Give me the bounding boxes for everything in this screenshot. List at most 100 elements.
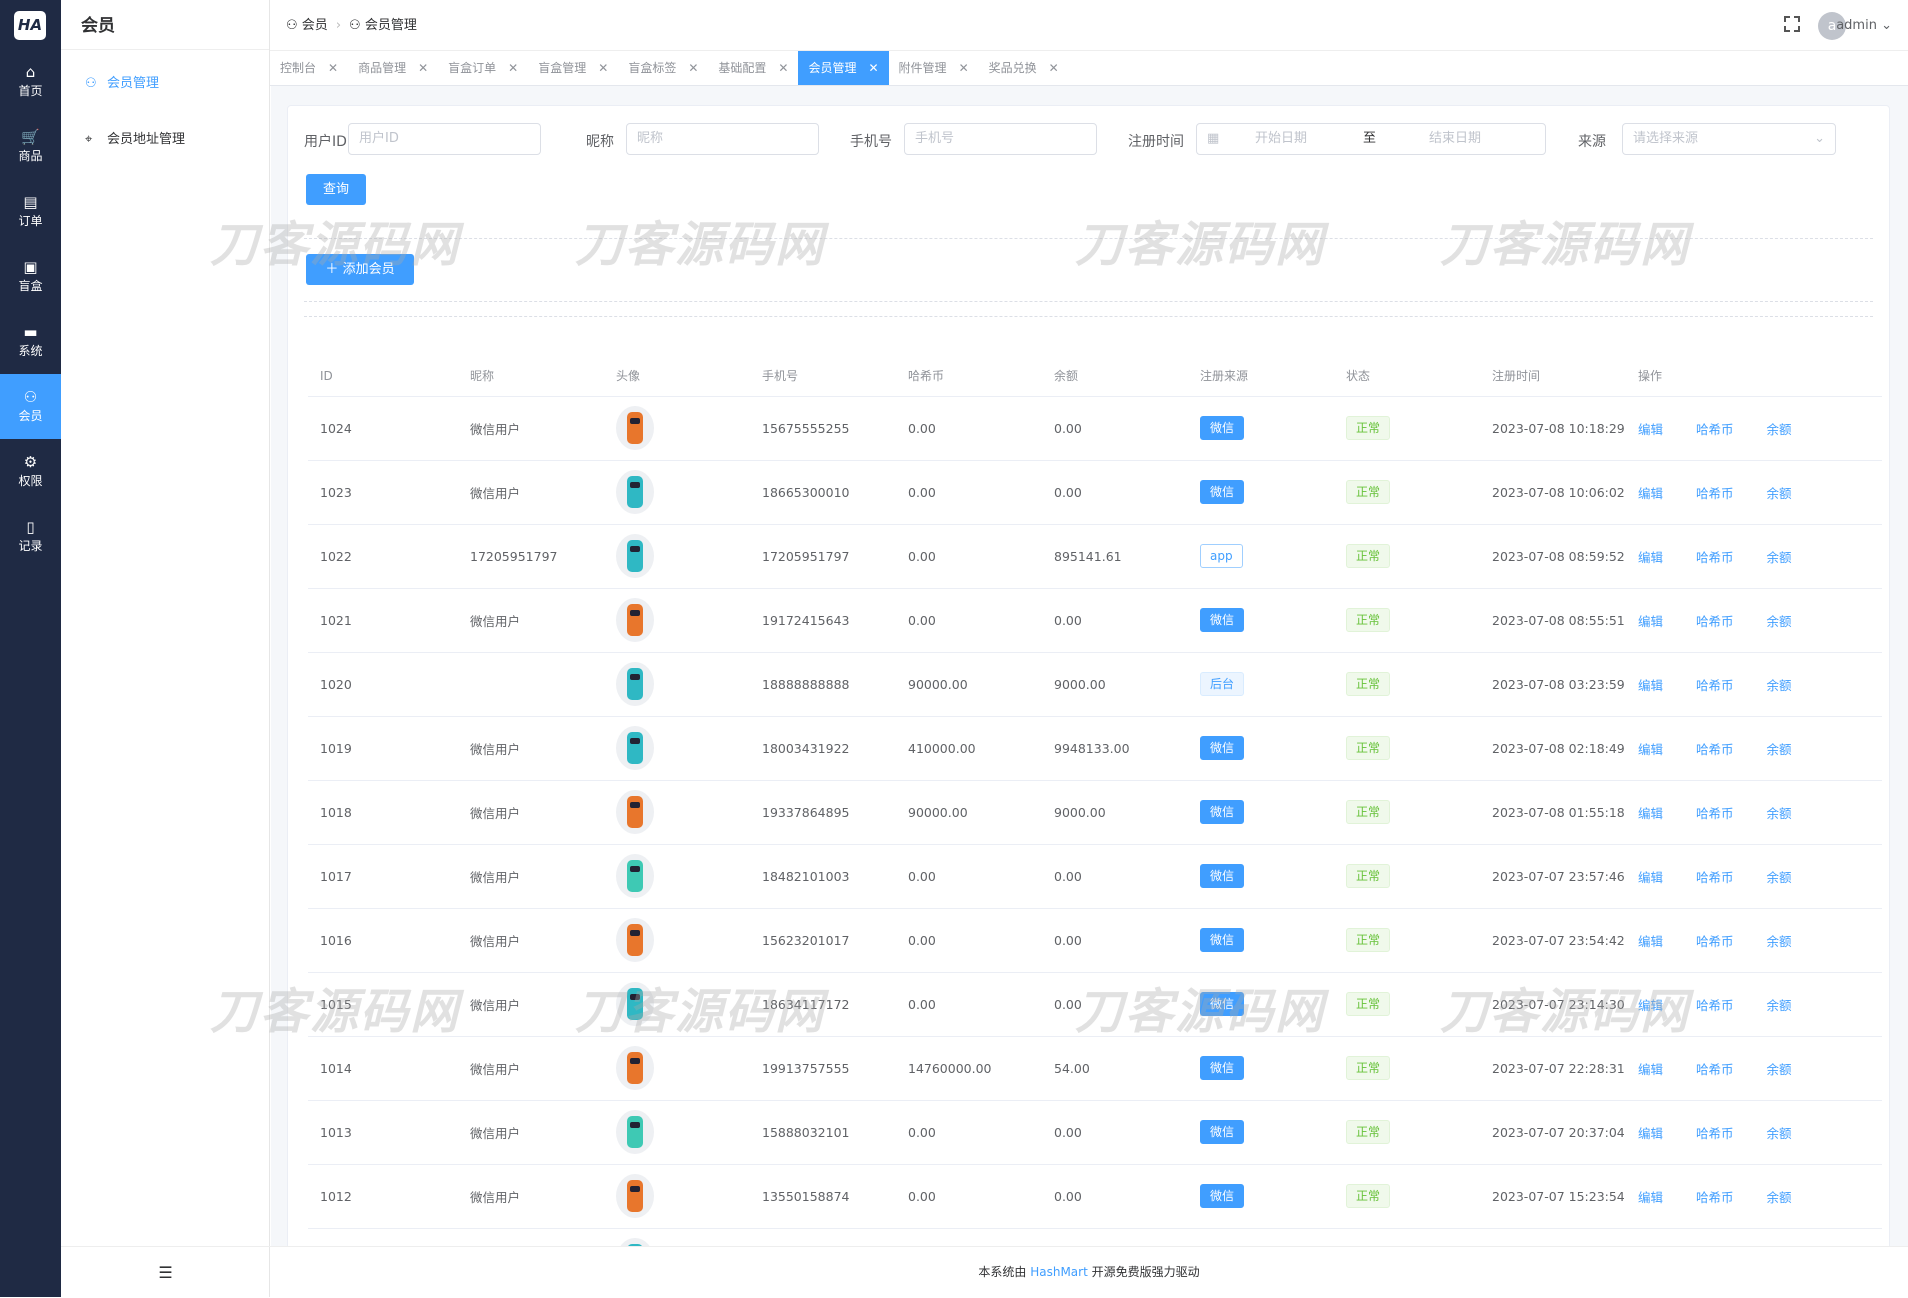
edit-link[interactable]: 编辑	[1638, 677, 1664, 693]
balance-link[interactable]: 余额	[1766, 741, 1792, 757]
rail-item-商品[interactable]: 🛒 商品	[0, 114, 61, 179]
tab-商品管理[interactable]: 商品管理 ✕	[348, 51, 438, 85]
uid-input[interactable]: 用户ID	[348, 123, 541, 155]
balance-link[interactable]: 余额	[1766, 1125, 1792, 1141]
collapse-menu-button[interactable]: ☰	[61, 1246, 270, 1297]
add-member-label: 添加会员	[342, 262, 395, 277]
edit-link[interactable]: 编辑	[1638, 613, 1664, 629]
edit-link[interactable]: 编辑	[1638, 1125, 1664, 1141]
order-icon: ▤	[23, 193, 38, 211]
tab-盲盒管理[interactable]: 盲盒管理 ✕	[528, 51, 618, 85]
close-icon[interactable]: ✕	[688, 61, 699, 75]
hash-coin-link[interactable]: 哈希币	[1696, 677, 1734, 693]
cell-phone: 19172415643	[750, 588, 896, 653]
table-row: 1022 17205951797 17205951797 0.00 895141.61 a…	[308, 524, 1882, 589]
hash-coin-link[interactable]: 哈希币	[1696, 1189, 1734, 1205]
end-date-input[interactable]: 结束日期	[1429, 131, 1482, 146]
rail-item-label: 会员	[18, 409, 43, 423]
source-tag: 微信	[1200, 608, 1245, 632]
hashmart-link[interactable]: HashMart	[1030, 1265, 1088, 1279]
sub-item-member-address[interactable]: ⌖ 会员地址管理	[61, 112, 269, 168]
hash-coin-link[interactable]: 哈希币	[1696, 549, 1734, 565]
cell-nickname-value: 微信用户	[470, 1061, 521, 1077]
balance-link[interactable]: 余额	[1766, 933, 1792, 949]
edit-link[interactable]: 编辑	[1638, 421, 1664, 437]
balance-link[interactable]: 余额	[1766, 613, 1792, 629]
hash-coin-link[interactable]: 哈希币	[1696, 421, 1734, 437]
tab-盲盒标签[interactable]: 盲盒标签 ✕	[618, 51, 708, 85]
user-menu[interactable]: admin ⌄	[1836, 0, 1892, 51]
rail-item-权限[interactable]: ⚙ 权限	[0, 439, 61, 504]
balance-link[interactable]: 余额	[1766, 805, 1792, 821]
rail-item-首页[interactable]: ⌂ 首页	[0, 49, 61, 114]
query-button[interactable]: 查询	[306, 174, 366, 205]
balance-link[interactable]: 余额	[1766, 1189, 1792, 1205]
rail-item-会员[interactable]: ⚇ 会员	[0, 374, 61, 439]
nickname-input[interactable]: 昵称	[626, 123, 819, 155]
cell-nickname: 微信用户	[458, 396, 604, 461]
cell-id: 1014	[308, 1036, 458, 1101]
tab-控制台[interactable]: 控制台 ✕	[270, 51, 348, 85]
hash-coin-link[interactable]: 哈希币	[1696, 805, 1734, 821]
tab-盲盒订单[interactable]: 盲盒订单 ✕	[438, 51, 528, 85]
close-icon[interactable]: ✕	[958, 61, 969, 75]
cell-register-time-value: 2023-07-08 08:59:52	[1492, 548, 1625, 564]
edit-link[interactable]: 编辑	[1638, 869, 1664, 885]
tab-奖品兑换[interactable]: 奖品兑换 ✕	[979, 51, 1069, 85]
tab-基础配置[interactable]: 基础配置 ✕	[708, 51, 798, 85]
hash-coin-link[interactable]: 哈希币	[1696, 613, 1734, 629]
close-icon[interactable]: ✕	[418, 61, 429, 75]
fullscreen-icon[interactable]	[1784, 16, 1800, 32]
table-row: 1016 微信用户 15623201017 0.00 0.00 微信 正常 2023-07-0…	[308, 908, 1882, 973]
edit-link[interactable]: 编辑	[1638, 485, 1664, 501]
close-icon[interactable]: ✕	[328, 61, 339, 75]
balance-link[interactable]: 余额	[1766, 1061, 1792, 1077]
cell-register-time: 2023-07-08 08:55:51	[1480, 588, 1626, 653]
avatar[interactable]: a	[1818, 12, 1846, 40]
edit-link[interactable]: 编辑	[1638, 1061, 1664, 1077]
hash-coin-link[interactable]: 哈希币	[1696, 997, 1734, 1013]
balance-link[interactable]: 余额	[1766, 421, 1792, 437]
breadcrumb-item[interactable]: 会员	[301, 18, 328, 33]
hash-coin-link[interactable]: 哈希币	[1696, 1061, 1734, 1077]
rail-item-盲盒[interactable]: ▣ 盲盒	[0, 244, 61, 309]
hash-coin-link[interactable]: 哈希币	[1696, 869, 1734, 885]
gear-icon: ⚙	[23, 453, 38, 471]
close-icon[interactable]: ✕	[778, 61, 789, 75]
rail-item-label: 记录	[18, 539, 43, 553]
balance-link[interactable]: 余额	[1766, 869, 1792, 885]
balance-link[interactable]: 余额	[1766, 677, 1792, 693]
edit-link[interactable]: 编辑	[1638, 805, 1664, 821]
rail-item-订单[interactable]: ▤ 订单	[0, 179, 61, 244]
hash-coin-link[interactable]: 哈希币	[1696, 933, 1734, 949]
close-icon[interactable]: ✕	[868, 61, 879, 75]
hash-coin-link[interactable]: 哈希币	[1696, 1125, 1734, 1141]
sub-item-member-management[interactable]: ⚇ 会员管理	[61, 56, 269, 112]
edit-link[interactable]: 编辑	[1638, 549, 1664, 565]
close-icon[interactable]: ✕	[1048, 61, 1059, 75]
date-range-picker[interactable]: ▦ 开始日期 至 结束日期	[1196, 123, 1546, 155]
edit-link[interactable]: 编辑	[1638, 1189, 1664, 1205]
edit-link[interactable]: 编辑	[1638, 933, 1664, 949]
cell-balance-value: 0.00	[1054, 996, 1082, 1012]
balance-link[interactable]: 余额	[1766, 485, 1792, 501]
edit-link[interactable]: 编辑	[1638, 997, 1664, 1013]
source-select[interactable]: 请选择来源 ⌄	[1622, 123, 1836, 155]
hash-coin-link[interactable]: 哈希币	[1696, 485, 1734, 501]
edit-link[interactable]: 编辑	[1638, 741, 1664, 757]
balance-link[interactable]: 余额	[1766, 997, 1792, 1013]
column-header: 操作	[1626, 356, 1882, 397]
close-icon[interactable]: ✕	[508, 61, 519, 75]
rail-item-记录[interactable]: ▯ 记录	[0, 504, 61, 569]
tab-附件管理[interactable]: 附件管理 ✕	[889, 51, 979, 85]
balance-link[interactable]: 余额	[1766, 549, 1792, 565]
tab-会员管理[interactable]: 会员管理 ✕	[798, 51, 889, 85]
rail-item-系统[interactable]: ▬ 系统	[0, 309, 61, 374]
cell-id: 1020	[308, 652, 458, 717]
start-date-input[interactable]: 开始日期	[1255, 131, 1308, 146]
cell-hash-coin-value: 410000.00	[908, 740, 976, 756]
close-icon[interactable]: ✕	[598, 61, 609, 75]
add-member-button[interactable]: ＋ 添加会员	[306, 254, 414, 285]
phone-input[interactable]: 手机号	[904, 123, 1097, 155]
hash-coin-link[interactable]: 哈希币	[1696, 741, 1734, 757]
